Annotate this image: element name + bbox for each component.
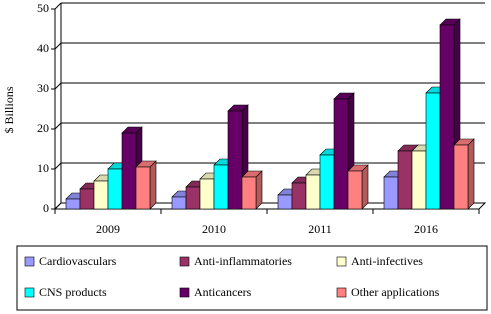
bar-front [333,98,349,210]
grid-line [54,82,62,90]
grid-line [54,162,62,170]
y-tick-label: 50 [37,1,49,15]
legend-label: Anticancers [194,285,252,299]
legend-label: Cardiovasculars [39,254,117,268]
x-tick-label: 2010 [202,222,226,236]
bar-front [453,144,469,210]
legend-swatch [24,256,35,267]
bar-side [467,138,475,210]
y-tick-label: 10 [37,161,49,175]
bar-front [291,182,307,210]
bar-front [439,24,455,210]
bar-front [93,180,109,210]
legend-box [16,245,488,311]
bar-front [107,168,123,210]
legend-swatch [336,287,347,298]
bar-front [383,176,399,210]
bar [453,138,475,210]
bar-side [361,164,369,210]
grid-line [54,2,62,10]
bar-front [425,92,441,210]
bar [347,164,369,210]
bar-front [199,178,215,210]
legend-swatch [179,287,190,298]
bar-front [135,166,151,210]
bar-front [171,196,187,210]
legend-swatch [179,256,190,267]
legend-label: Anti-infectives [351,254,423,268]
bar-front [65,198,81,210]
bar-front [347,170,363,210]
y-axis-label: $ Billions [2,86,16,133]
bar-front [121,132,137,210]
bar-front [397,150,413,210]
grid-line [54,122,62,130]
grid-line [54,202,62,210]
y-tick-label: 30 [37,81,49,95]
bar-front [277,194,293,210]
y-tick-label: 20 [37,121,49,135]
bar-side [255,170,263,210]
bar-front [185,186,201,210]
bar [241,170,263,210]
bar-front [79,188,95,210]
bar [135,160,157,210]
x-tick-label: 2009 [96,222,120,236]
bar-front [213,164,229,210]
y-tick-label: 40 [37,41,49,55]
legend-swatch [336,256,347,267]
bar-front [411,150,427,210]
legend-label: Anti-inflammatories [194,254,292,268]
x-tick-label: 2011 [308,222,332,236]
x-tick-label: 2016 [414,222,438,236]
grid-line [54,42,62,50]
legend-label: Other applications [351,285,440,299]
bar-front [305,174,321,210]
bar-front [241,176,257,210]
legend-label: CNS products [39,285,107,299]
bar-front [319,154,335,210]
legend-swatch [24,287,35,298]
bar-front [227,110,243,210]
y-tick-label: 0 [43,201,49,215]
bar-side [149,160,157,210]
